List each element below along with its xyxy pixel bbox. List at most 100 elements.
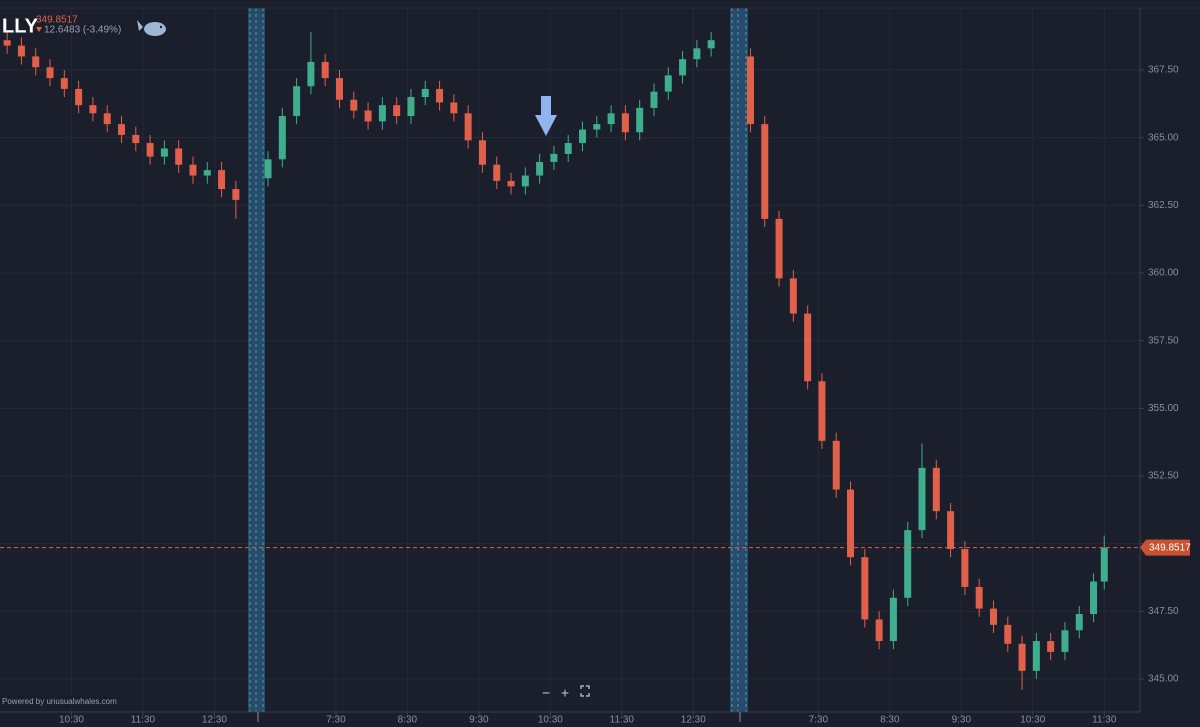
candle-body xyxy=(421,88,429,98)
candles xyxy=(0,32,1140,690)
x-tick-label: 8:30 xyxy=(398,715,418,726)
y-tick-label: 360.00 xyxy=(1148,268,1179,279)
last-price-tag xyxy=(1140,539,1190,556)
candle-body xyxy=(818,381,826,441)
grid xyxy=(0,8,1140,712)
candle-body xyxy=(393,105,401,116)
session-bands xyxy=(248,8,748,712)
candle-body xyxy=(918,467,926,531)
x-tick-label: 11:30 xyxy=(1092,715,1117,726)
down-icon xyxy=(36,27,42,32)
candle-body xyxy=(564,143,572,154)
candle-body xyxy=(450,102,458,114)
candle-body xyxy=(904,530,912,598)
candle-body xyxy=(593,124,601,130)
candle-body xyxy=(60,78,68,89)
price: 349.8517 xyxy=(36,15,78,26)
zoom-in-button[interactable]: + xyxy=(561,685,569,701)
last-price-label: 349.8517 xyxy=(1149,542,1191,553)
candle-body xyxy=(961,549,969,587)
candle-body xyxy=(775,218,783,279)
candle-body xyxy=(875,619,883,642)
footer-bg xyxy=(0,696,107,708)
candle-body xyxy=(621,113,629,133)
candle-body xyxy=(889,597,897,642)
session-band xyxy=(248,8,265,712)
candle-body xyxy=(350,99,358,111)
candle-body xyxy=(1100,547,1108,582)
candle-body xyxy=(1090,581,1098,615)
candle-body xyxy=(436,88,444,103)
zoom-out-button[interactable]: − xyxy=(542,685,550,701)
candle-body xyxy=(975,586,983,609)
candle-body xyxy=(789,278,797,314)
candle-body xyxy=(232,189,240,200)
candle-body xyxy=(693,48,701,60)
candle-body xyxy=(32,56,40,68)
candle-body xyxy=(160,148,168,157)
fullscreen-button[interactable] xyxy=(580,685,590,697)
candle-body xyxy=(307,61,315,87)
candle-body xyxy=(278,115,286,160)
candle-body xyxy=(321,61,329,79)
candle-body xyxy=(103,113,111,125)
candle-body xyxy=(664,75,672,92)
candle-body xyxy=(493,164,501,181)
candle-body xyxy=(335,78,343,100)
candle-body xyxy=(746,56,754,125)
candle-body xyxy=(1075,614,1083,631)
y-tick-label: 355.00 xyxy=(1148,403,1179,414)
candle-body xyxy=(650,91,658,108)
arrow-shaft xyxy=(541,96,551,116)
y-tick-label: 367.50 xyxy=(1148,65,1179,76)
y-tick-label: 365.00 xyxy=(1148,132,1179,143)
candle-body xyxy=(218,170,226,190)
x-tick-label: 10:30 xyxy=(1020,715,1045,726)
x-tick-label: 11:30 xyxy=(610,715,635,726)
x-tick-label: 11:30 xyxy=(131,715,156,726)
arrow-annotation xyxy=(535,96,557,136)
candle-body xyxy=(464,113,472,141)
candle-body xyxy=(707,40,715,49)
candle-body xyxy=(146,143,154,157)
y-tick-label: 362.50 xyxy=(1148,200,1179,211)
candle-body xyxy=(636,107,644,133)
candle-body xyxy=(521,175,529,187)
symbol: LLY xyxy=(2,15,39,37)
y-tick-label: 345.00 xyxy=(1148,674,1179,685)
candle-body xyxy=(761,124,769,219)
candle-body xyxy=(189,164,197,176)
candle-body xyxy=(607,113,615,125)
axes: 345.00347.50350.00352.50355.00357.50360.… xyxy=(59,65,1191,726)
candle-body xyxy=(847,489,855,558)
candle-body xyxy=(264,159,272,179)
candle-body xyxy=(947,511,955,550)
candle-body xyxy=(293,86,301,116)
y-tick-label: 357.50 xyxy=(1148,335,1179,346)
candle-body xyxy=(46,67,54,79)
candle-body xyxy=(804,313,812,382)
x-tick-label: 12:30 xyxy=(202,715,227,726)
candle-body xyxy=(364,110,372,122)
candle-body xyxy=(75,88,83,106)
candle-body xyxy=(3,40,11,46)
session-band xyxy=(730,8,748,712)
change: 12.6483 (-3.49%) xyxy=(44,25,121,36)
y-tick-label: 352.50 xyxy=(1148,471,1179,482)
candle-body xyxy=(1047,641,1055,652)
candle-body xyxy=(132,134,140,144)
candle-body xyxy=(478,140,486,165)
arrow-head xyxy=(535,115,557,136)
candle-body xyxy=(861,557,869,620)
candle-body xyxy=(175,148,183,165)
candle-body xyxy=(118,124,126,135)
candle-body xyxy=(550,153,558,163)
candle-body xyxy=(536,162,544,176)
x-tick-label: 10:30 xyxy=(59,715,84,726)
candle-body xyxy=(989,608,997,625)
whale-icon xyxy=(137,20,166,36)
x-tick-label: 7:30 xyxy=(326,715,346,726)
candle-body xyxy=(932,467,940,512)
